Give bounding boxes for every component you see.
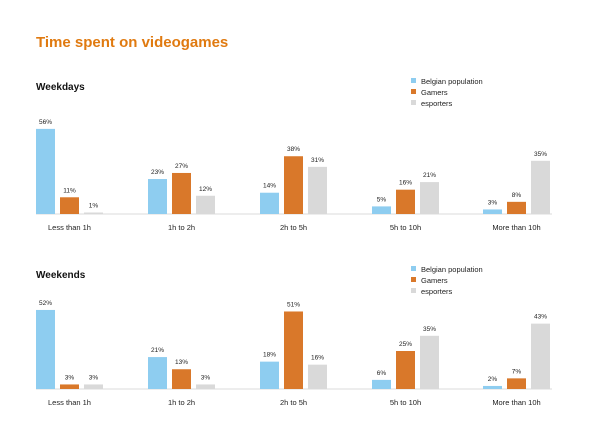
- weekdays-data-label: 21%: [423, 172, 436, 179]
- weekdays-bar: [420, 182, 439, 214]
- weekdays-bar: [260, 192, 279, 214]
- weekdays-bar: [531, 160, 550, 214]
- weekends-data-label: 18%: [263, 352, 276, 359]
- weekends-data-label: 25%: [399, 341, 412, 348]
- weekdays-legend-swatch: [411, 89, 416, 94]
- weekends-data-label: 13%: [175, 359, 188, 366]
- weekdays-bar: [396, 189, 415, 214]
- weekends-bar: [148, 357, 167, 389]
- weekends-data-label: 52%: [39, 300, 52, 307]
- weekends-data-label: 3%: [65, 374, 75, 381]
- weekends-category-label: 2h to 5h: [280, 398, 307, 407]
- weekends-bar: [36, 309, 55, 389]
- weekends-legend-swatch: [411, 277, 416, 282]
- weekdays-category-label: 1h to 2h: [168, 223, 195, 232]
- weekdays-bar: [483, 209, 502, 214]
- weekdays-category-label: Less than 1h: [48, 223, 91, 232]
- weekends-data-label: 16%: [311, 355, 324, 362]
- weekdays-data-label: 27%: [175, 163, 188, 170]
- weekdays-legend-swatch: [411, 78, 416, 83]
- weekdays-data-label: 11%: [63, 187, 76, 194]
- weekends-bar: [284, 311, 303, 389]
- weekdays-bar: [507, 201, 526, 214]
- weekends-legend-label: esporters: [421, 287, 453, 296]
- weekends-data-label: 3%: [89, 374, 99, 381]
- weekdays-data-label: 14%: [263, 183, 276, 190]
- weekdays-bar: [172, 172, 191, 214]
- weekends-data-label: 6%: [377, 370, 387, 377]
- weekends-bar: [84, 384, 103, 389]
- weekdays-bar: [284, 156, 303, 214]
- weekdays-data-label: 8%: [512, 192, 522, 199]
- weekends-bar: [396, 351, 415, 389]
- weekends-data-label: 2%: [488, 376, 498, 383]
- weekends-category-label: 1h to 2h: [168, 398, 195, 407]
- weekdays-data-label: 35%: [534, 151, 547, 158]
- weekdays-data-label: 38%: [287, 146, 300, 153]
- weekdays-bar: [196, 195, 215, 214]
- weekends-data-label: 51%: [287, 301, 300, 308]
- weekends-bar: [372, 379, 391, 389]
- weekdays-bar: [308, 166, 327, 214]
- page-title: Time spent on videogames: [36, 34, 229, 51]
- weekends-bar: [172, 369, 191, 389]
- weekdays-data-label: 12%: [199, 186, 212, 193]
- weekdays-legend-label: Belgian population: [421, 77, 483, 86]
- weekends-bar: [507, 378, 526, 389]
- weekdays-bar: [372, 206, 391, 214]
- weekdays-data-label: 5%: [377, 196, 387, 203]
- weekdays-legend-label: Gamers: [421, 88, 448, 97]
- weekdays-legend-swatch: [411, 100, 416, 105]
- weekends-legend-label: Gamers: [421, 276, 448, 285]
- weekdays-category-label: 2h to 5h: [280, 223, 307, 232]
- weekdays-category-label: 5h to 10h: [390, 223, 421, 232]
- weekdays-bar: [148, 179, 167, 214]
- weekends-data-label: 43%: [534, 314, 547, 321]
- weekdays-data-label: 31%: [311, 157, 324, 164]
- weekdays-legend-label: esporters: [421, 99, 453, 108]
- weekends-data-label: 21%: [151, 347, 164, 354]
- weekdays-bar: [36, 128, 55, 214]
- weekdays-data-label: 3%: [488, 199, 498, 206]
- weekends-title: Weekends: [36, 270, 86, 281]
- weekends-category-label: Less than 1h: [48, 398, 91, 407]
- weekdays-bar: [60, 197, 79, 214]
- weekends-category-label: More than 10h: [492, 398, 540, 407]
- weekends-bar: [260, 361, 279, 389]
- weekends-legend-swatch: [411, 266, 416, 271]
- weekdays-title: Weekdays: [36, 82, 85, 93]
- weekends-bar: [196, 384, 215, 389]
- weekdays-data-label: 16%: [399, 180, 412, 187]
- weekends-legend-label: Belgian population: [421, 265, 483, 274]
- weekdays-category-label: More than 10h: [492, 223, 540, 232]
- weekends-bar: [420, 335, 439, 389]
- weekends-bar: [308, 364, 327, 389]
- weekdays-bar: [84, 212, 103, 214]
- weekdays-data-label: 1%: [89, 202, 99, 209]
- weekends-bar: [531, 323, 550, 389]
- weekends-data-label: 35%: [423, 326, 436, 333]
- weekdays-data-label: 23%: [151, 169, 164, 176]
- weekends-bar: [60, 384, 79, 389]
- weekends-bar: [483, 385, 502, 389]
- weekends-category-label: 5h to 10h: [390, 398, 421, 407]
- weekends-data-label: 7%: [512, 368, 522, 375]
- weekdays-data-label: 56%: [39, 119, 52, 126]
- weekends-legend-swatch: [411, 288, 416, 293]
- weekends-data-label: 3%: [201, 374, 211, 381]
